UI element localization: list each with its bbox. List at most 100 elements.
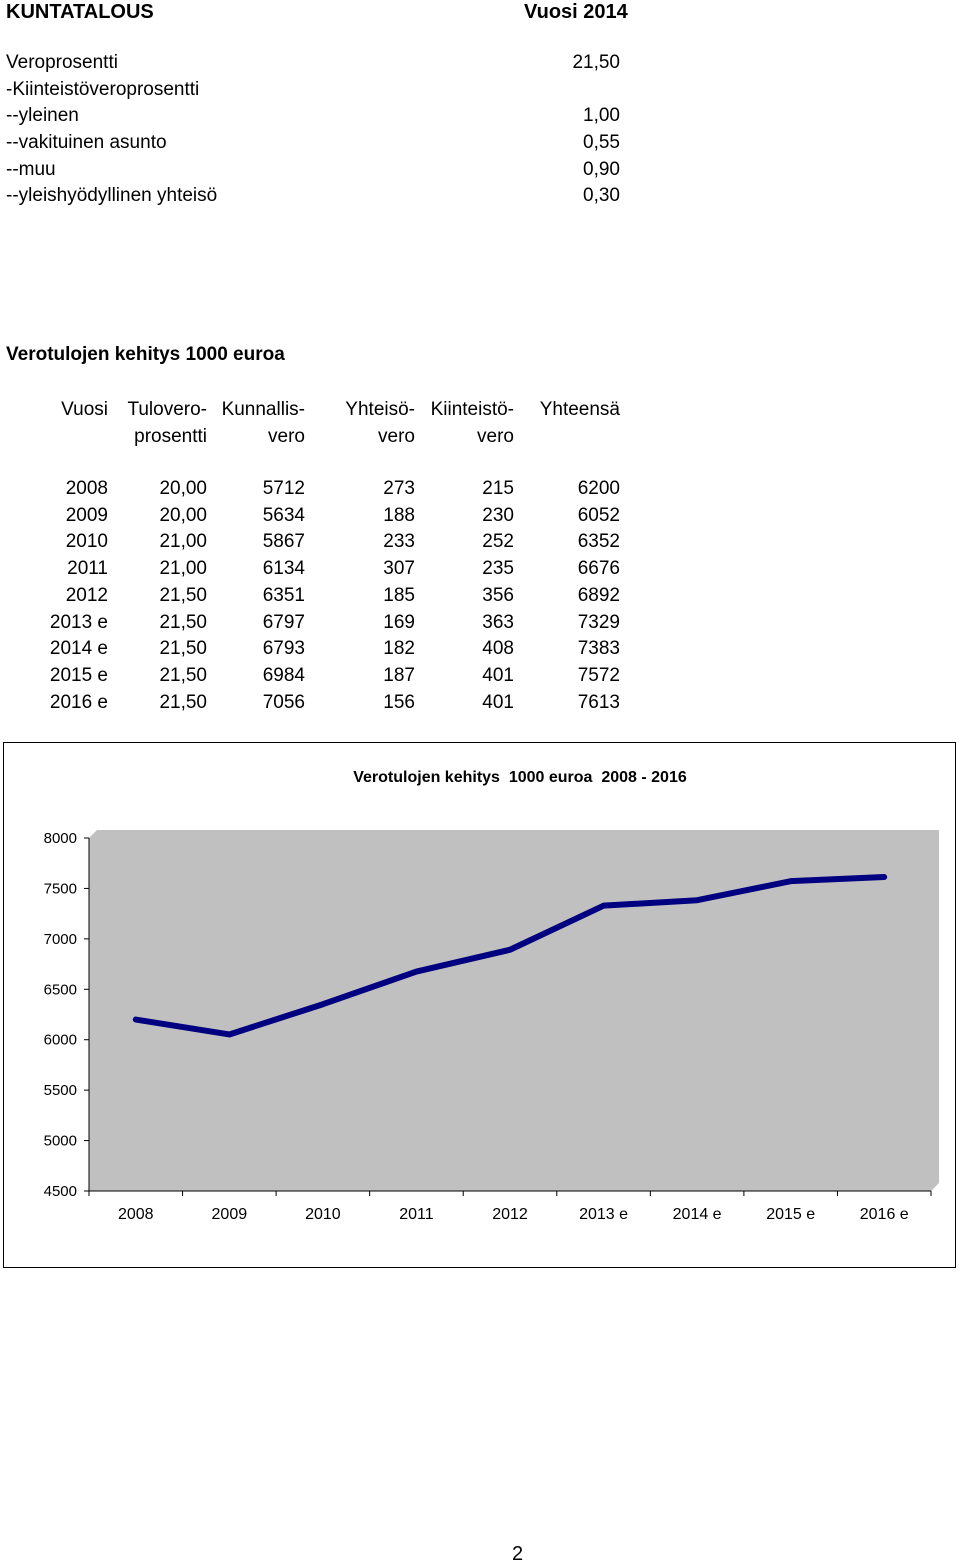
table-cell: 21,50	[97, 638, 207, 660]
x-tick-label: 2010	[305, 1206, 341, 1223]
x-tick-label: 2016 e	[860, 1206, 909, 1223]
table-cell: 21,50	[97, 692, 207, 714]
table-header-cell: Yhteisö-	[305, 399, 415, 421]
table-cell: 21,00	[97, 531, 207, 553]
table-cell: 7613	[510, 692, 620, 714]
table-cell: 273	[305, 478, 415, 500]
chart-title: Verotulojen kehitys 1000 euroa 2008 - 20…	[353, 769, 687, 786]
table-cell: 6052	[510, 505, 620, 527]
table-cell: 215	[404, 478, 514, 500]
table-cell: 5712	[195, 478, 305, 500]
table-cell: 2011	[0, 558, 108, 580]
table-cell: 6793	[195, 638, 305, 660]
x-tick-label: 2011	[399, 1206, 434, 1223]
table-header-cell: Yhteensä	[510, 399, 620, 421]
x-tick-label: 2009	[212, 1206, 248, 1223]
tax-rate-value: 0,30	[520, 185, 620, 207]
table-cell: 7383	[510, 638, 620, 660]
table-header-cell: prosentti	[97, 426, 207, 448]
y-tick-label: 5000	[44, 1133, 77, 1150]
table-cell: 363	[404, 612, 514, 634]
table-cell: 2012	[0, 585, 108, 607]
table-cell: 188	[305, 505, 415, 527]
table-cell: 20,00	[97, 478, 207, 500]
table-cell: 307	[305, 558, 415, 580]
table-cell: 21,50	[97, 665, 207, 687]
table-cell: 6134	[195, 558, 305, 580]
y-tick-label: 7000	[44, 931, 77, 948]
table-cell: 5867	[195, 531, 305, 553]
plot-area	[89, 838, 931, 1191]
table-cell: 408	[404, 638, 514, 660]
table-cell: 233	[305, 531, 415, 553]
table-cell: 182	[305, 638, 415, 660]
table-cell: 401	[404, 692, 514, 714]
revenue-chart: Verotulojen kehitys 1000 euroa 2008 - 20…	[3, 742, 956, 1268]
page-number: 2	[512, 1542, 523, 1566]
table-cell: 185	[305, 585, 415, 607]
table-cell: 401	[404, 665, 514, 687]
y-tick-label: 8000	[44, 830, 77, 847]
x-tick-label: 2008	[118, 1206, 154, 1223]
y-tick-label: 4500	[44, 1183, 77, 1200]
table-cell: 20,00	[97, 505, 207, 527]
table-cell: 7329	[510, 612, 620, 634]
tax-rate-label: -Kiinteistöveroprosentti	[6, 79, 199, 101]
table-header-cell: vero	[305, 426, 415, 448]
x-tick-label: 2015 e	[766, 1206, 815, 1223]
table-cell: 2015 e	[0, 665, 108, 687]
tax-rate-value: 0,90	[520, 159, 620, 181]
table-cell: 7056	[195, 692, 305, 714]
table-cell: 230	[404, 505, 514, 527]
table-cell: 2013 e	[0, 612, 108, 634]
table-cell: 6797	[195, 612, 305, 634]
table-header-cell: Kunnallis-	[195, 399, 305, 421]
table-cell: 156	[305, 692, 415, 714]
revenue-table-title: Verotulojen kehitys 1000 euroa	[6, 344, 285, 366]
table-cell: 5634	[195, 505, 305, 527]
tax-rate-value: 21,50	[520, 52, 620, 74]
x-tick-label: 2014 e	[673, 1206, 722, 1223]
table-cell: 169	[305, 612, 415, 634]
y-tick-label: 7500	[44, 880, 77, 897]
table-cell: 187	[305, 665, 415, 687]
table-cell: 6892	[510, 585, 620, 607]
tax-rate-label: --yleishyödyllinen yhteisö	[6, 185, 217, 207]
tax-rate-label: --yleinen	[6, 105, 79, 127]
x-tick-label: 2012	[492, 1206, 528, 1223]
table-header-cell: Vuosi	[0, 399, 108, 421]
table-cell: 2010	[0, 531, 108, 553]
table-header-cell: vero	[195, 426, 305, 448]
tax-rate-label: --muu	[6, 159, 56, 181]
table-cell: 6352	[510, 531, 620, 553]
y-tick-label: 5500	[44, 1082, 77, 1099]
table-header-cell: vero	[404, 426, 514, 448]
table-cell: 2008	[0, 478, 108, 500]
table-cell: 6351	[195, 585, 305, 607]
table-cell: 235	[404, 558, 514, 580]
page-title: KUNTATALOUS	[6, 0, 154, 24]
y-tick-label: 6500	[44, 981, 77, 998]
table-cell: 21,50	[97, 585, 207, 607]
y-tick-label: 6000	[44, 1032, 77, 1049]
x-tick-label: 2013 e	[579, 1206, 628, 1223]
table-cell: 2014 e	[0, 638, 108, 660]
table-cell: 6984	[195, 665, 305, 687]
tax-rate-value: 0,55	[520, 132, 620, 154]
tax-rate-value: 1,00	[520, 105, 620, 127]
tax-rate-label: Veroprosentti	[6, 52, 118, 74]
table-cell: 21,00	[97, 558, 207, 580]
revenue-chart-svg: Verotulojen kehitys 1000 euroa 2008 - 20…	[4, 743, 955, 1267]
table-cell: 6200	[510, 478, 620, 500]
table-cell: 2009	[0, 505, 108, 527]
year-label: Vuosi 2014	[524, 0, 628, 24]
table-cell: 21,50	[97, 612, 207, 634]
table-cell: 7572	[510, 665, 620, 687]
tax-rate-label: --vakituinen asunto	[6, 132, 167, 154]
table-cell: 2016 e	[0, 692, 108, 714]
table-cell: 6676	[510, 558, 620, 580]
table-header-cell: Tulovero-	[97, 399, 207, 421]
table-cell: 252	[404, 531, 514, 553]
table-header-cell: Kiinteistö-	[404, 399, 514, 421]
table-cell: 356	[404, 585, 514, 607]
